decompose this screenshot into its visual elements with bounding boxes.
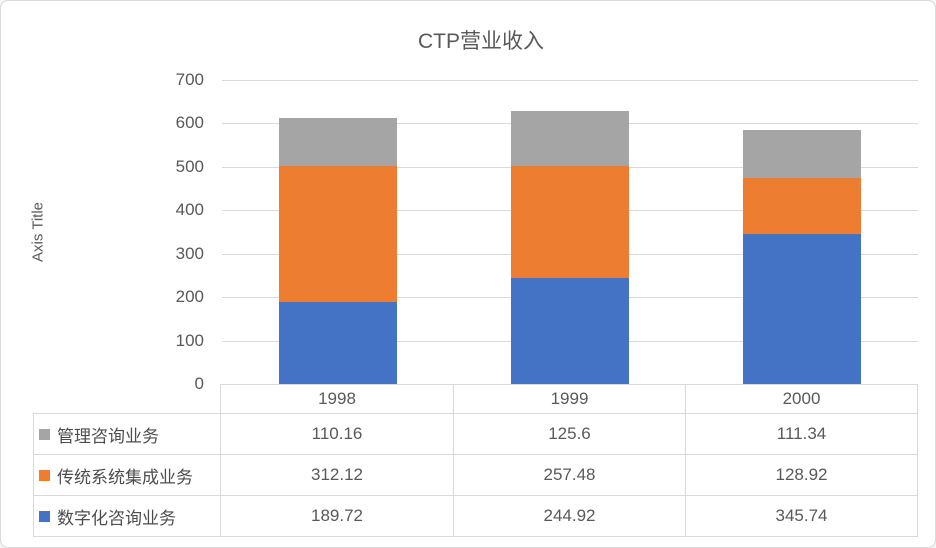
series-name-label: 数字化咨询业务 (57, 508, 176, 528)
series-label-cell: 数字化咨询业务 (33, 496, 221, 537)
value-cell: 345.74 (686, 496, 918, 537)
legend-key-icon (39, 510, 50, 522)
value-cell: 128.92 (686, 455, 918, 496)
y-tick-label: 100 (175, 331, 204, 350)
bar-segment-2000-数字化咨询业务 (743, 234, 861, 384)
x-category-header: 1999 (454, 384, 686, 414)
bar-segment-1998-传统系统集成业务 (279, 166, 397, 302)
chart-title: CTP营业收入 (418, 30, 544, 53)
x-category-header: 2000 (686, 384, 918, 414)
y-tick-label: 500 (175, 157, 204, 176)
legend-key-icon (39, 469, 50, 481)
bar-segment-1999-管理咨询业务 (511, 111, 629, 166)
value-cell: 244.92 (454, 496, 686, 537)
bar-segment-2000-传统系统集成业务 (743, 178, 861, 234)
legend-key-icon (39, 428, 50, 440)
gridline (222, 80, 918, 81)
value-cell: 189.72 (221, 496, 454, 537)
value-cell: 312.12 (221, 455, 454, 496)
bar-segment-1998-管理咨询业务 (279, 118, 397, 166)
y-tick-label: 300 (175, 244, 204, 263)
series-label-cell: 管理咨询业务 (33, 414, 221, 455)
value-cell: 257.48 (454, 455, 686, 496)
y-axis-title: Axis Title (29, 201, 47, 263)
y-tick-label: 0 (194, 374, 204, 393)
value-cell: 111.34 (686, 414, 918, 455)
y-tick-label: 400 (175, 200, 204, 219)
bar-segment-1999-传统系统集成业务 (511, 166, 629, 278)
bar-segment-2000-管理咨询业务 (743, 130, 861, 178)
y-tick-label: 600 (175, 113, 204, 132)
series-name-label: 管理咨询业务 (57, 426, 159, 446)
bar-segment-1998-数字化咨询业务 (279, 302, 397, 384)
x-category-header: 1998 (221, 384, 454, 414)
value-cell: 110.16 (221, 414, 454, 455)
series-label-cell: 传统系统集成业务 (33, 455, 221, 496)
value-cell: 125.6 (454, 414, 686, 455)
y-tick-label: 700 (175, 70, 204, 89)
table-corner-cell (33, 384, 221, 414)
y-tick-label: 200 (175, 287, 204, 306)
series-name-label: 传统系统集成业务 (57, 467, 193, 487)
bar-segment-1999-数字化咨询业务 (511, 278, 629, 384)
